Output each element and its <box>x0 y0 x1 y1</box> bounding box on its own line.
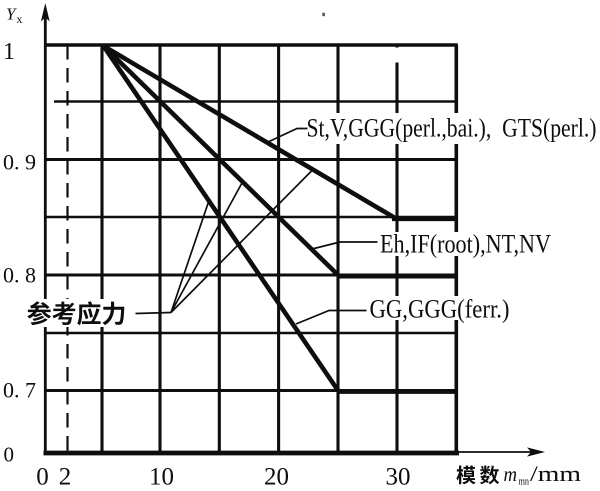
svg-text:Eh,IF(root),NT,NV: Eh,IF(root),NT,NV <box>380 228 551 258</box>
svg-text:20: 20 <box>264 463 289 490</box>
svg-text:0. 9: 0. 9 <box>3 150 36 175</box>
svg-text:2: 2 <box>59 463 72 490</box>
svg-text:30: 30 <box>386 463 411 490</box>
svg-text:St,V,GGG(perl.,bai.), GTS(per: St,V,GGG(perl.,bai.), GTS(perl.) <box>307 113 597 143</box>
svg-text:Y: Y <box>6 5 17 24</box>
svg-text:m: m <box>504 462 518 486</box>
svg-text:0. 8: 0. 8 <box>3 263 36 288</box>
svg-text:/mm: /mm <box>530 461 581 486</box>
svg-text:0: 0 <box>36 463 49 490</box>
svg-text:0. 7: 0. 7 <box>3 378 36 403</box>
svg-text:1: 1 <box>3 39 15 65</box>
svg-text:x: x <box>17 12 23 26</box>
svg-text:0: 0 <box>4 443 15 467</box>
svg-text:10: 10 <box>149 463 174 490</box>
svg-text:mn: mn <box>519 476 530 488</box>
svg-text:GG,GGG(ferr.): GG,GGG(ferr.) <box>370 293 510 323</box>
